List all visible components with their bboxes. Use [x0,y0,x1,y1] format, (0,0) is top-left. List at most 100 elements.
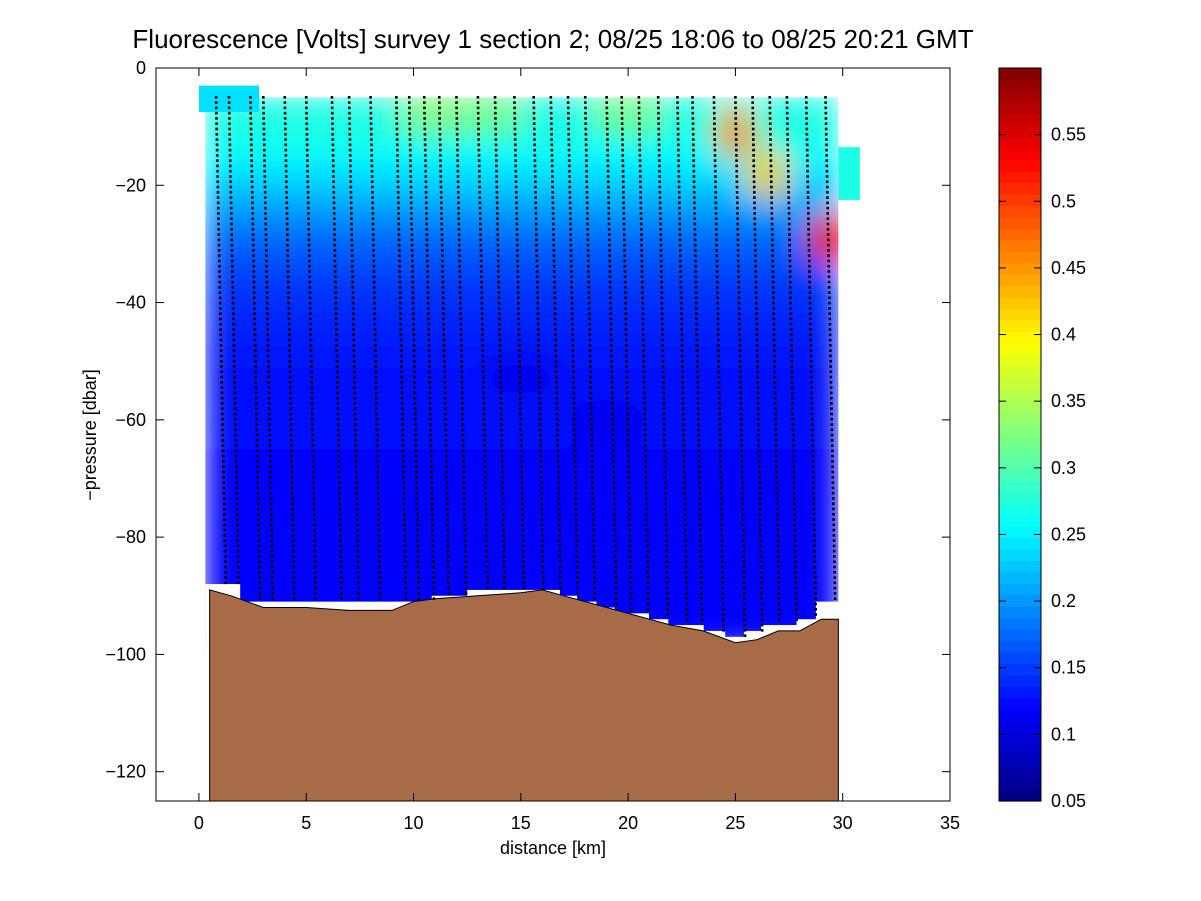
sample-point [215,111,218,115]
sample-point [625,365,629,368]
sample-point [438,143,442,147]
profile-cast [566,96,579,595]
sample-point [700,618,704,622]
colorbar-segment [999,90,1041,103]
sample-point [754,296,758,300]
sample-point [337,465,341,469]
sample-point [754,301,758,305]
sample-point [646,576,650,579]
sample-point [658,206,662,210]
sample-point [439,154,442,157]
sample-point [236,518,239,521]
sample-point [557,481,560,484]
sample-point [257,555,261,558]
sample-point [503,576,506,579]
sample-point [478,191,482,194]
surface-mask [156,68,950,98]
sample-point [258,565,261,569]
sample-point [404,597,408,600]
sample-point [284,127,287,131]
sample-point [538,407,542,410]
sample-point [692,159,695,162]
sample-point [311,444,315,447]
sample-point [691,117,695,120]
sample-point [265,301,269,305]
sample-point [395,106,398,110]
sample-point [427,344,431,347]
profile-cast [583,96,597,600]
sample-point [356,528,359,532]
sample-point [769,138,772,141]
sample-point [678,212,681,215]
sample-point [396,164,399,168]
sample-point [308,291,312,294]
sample-point [537,349,540,352]
sample-point [520,481,524,484]
sample-point [216,180,220,184]
sample-point [589,370,592,374]
colorbar-segment [999,308,1041,321]
sample-point [807,254,811,257]
sample-point [640,238,643,242]
sample-point [221,423,224,426]
sample-point [810,396,814,400]
sample-point [691,96,694,99]
sample-point [751,96,754,99]
sample-point [427,333,431,337]
sample-point [423,127,427,131]
sample-point [684,555,688,558]
sample-point [400,386,404,389]
sample-point [349,196,353,199]
sample-point [793,539,797,542]
sample-point [700,586,703,590]
sample-point [425,206,428,210]
sample-point [290,460,294,463]
sample-point [659,217,662,221]
sample-point [479,264,483,268]
field-band [205,542,839,556]
sample-point [832,512,835,516]
sample-point [720,555,724,558]
sample-point [400,402,404,405]
sample-point [735,175,739,178]
sample-point [755,328,759,331]
sample-point [533,138,536,141]
sample-point [537,365,541,368]
sample-point [788,227,791,231]
sample-point [497,280,500,284]
field-band [205,179,839,193]
sample-point [792,486,796,490]
sample-point [446,518,449,521]
sample-point [522,576,526,579]
sample-point [518,386,522,389]
sample-point [645,497,648,500]
sample-point [737,264,740,268]
sample-point [539,449,542,453]
sample-point [574,481,577,484]
sample-point [264,212,267,215]
sample-point [431,528,434,532]
sample-point [447,565,450,569]
sample-point [787,191,790,194]
sample-point [550,154,554,157]
sample-point [410,238,414,242]
sample-point [592,544,596,548]
sample-point [691,138,695,141]
sample-point [586,222,589,226]
sample-point [569,222,572,226]
sample-point [719,481,723,484]
colorbar-segment [999,766,1041,779]
sample-point [768,111,772,115]
sample-point [495,169,498,173]
sample-point [518,349,521,352]
sample-point [495,175,498,178]
sample-point [752,143,755,147]
sample-point [478,196,482,199]
colorbar-segment [999,159,1041,172]
sample-point [735,191,739,194]
sample-point [216,185,220,189]
sample-point [372,238,375,242]
sample-point [770,212,774,215]
sample-point [534,196,537,199]
sample-point [755,344,759,347]
